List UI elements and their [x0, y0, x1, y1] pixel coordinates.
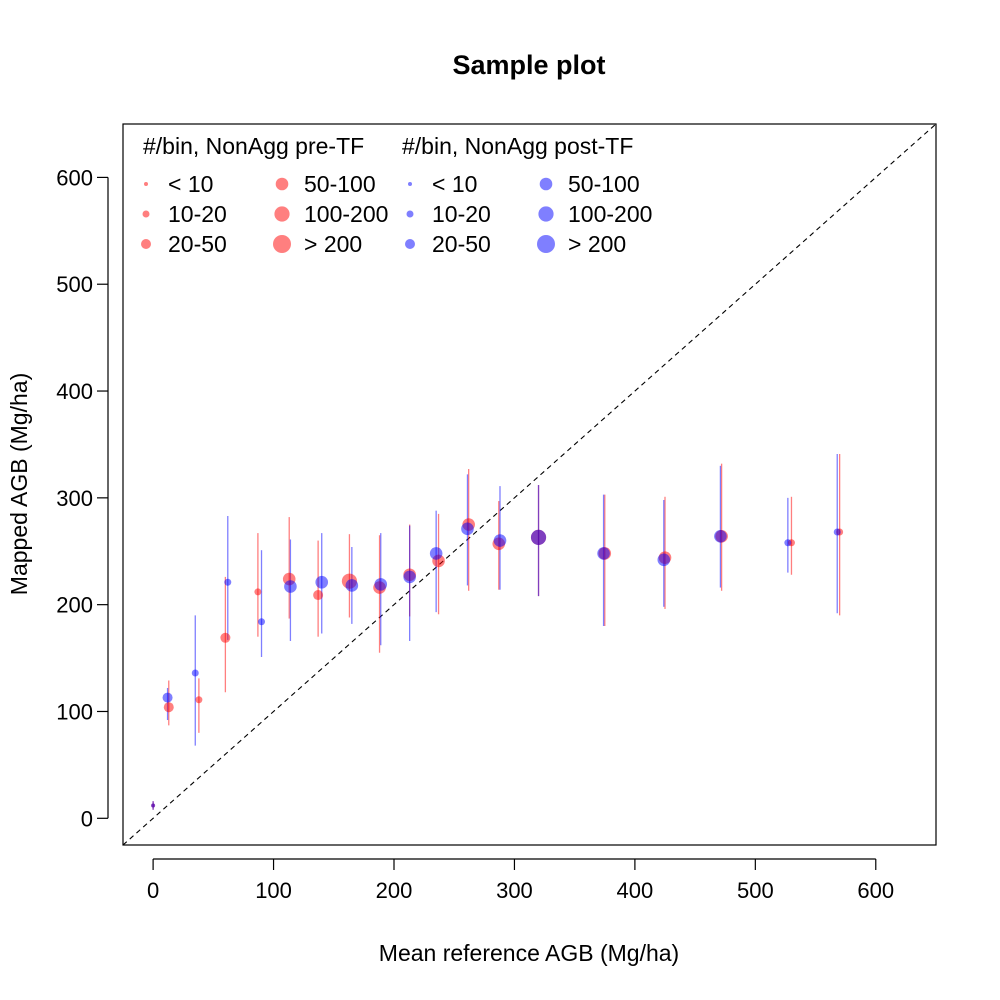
- y-tick-label: 0: [81, 806, 93, 831]
- legend-symbol-pre: [141, 239, 151, 249]
- x-tick-label: 300: [496, 878, 533, 903]
- point-post: [657, 553, 671, 567]
- legend-label-post: 10-20: [432, 201, 491, 227]
- legend-label-post: 100-200: [568, 201, 652, 227]
- legend: #/bin, NonAgg pre-TF < 10 10-20 20-50 50-100…: [141, 133, 652, 257]
- legend-symbol-pre: [144, 182, 148, 186]
- y-tick-label: 100: [56, 699, 93, 724]
- legend-symbol-pre: [274, 206, 290, 222]
- y-tick-label: 300: [56, 486, 93, 511]
- legend-label-post: > 200: [568, 231, 626, 257]
- legend-title-post: #/bin, NonAgg post-TF: [402, 133, 633, 159]
- point-post: [224, 578, 232, 586]
- y-tick-label: 400: [56, 379, 93, 404]
- point-pre: [220, 632, 231, 643]
- point-pre: [163, 702, 174, 713]
- point-post: [315, 575, 329, 589]
- y-tick-label: 600: [56, 165, 93, 190]
- one-to-one-line: [122, 123, 937, 846]
- legend-label-pre: < 10: [168, 171, 213, 197]
- legend-label-pre: 100-200: [304, 201, 388, 227]
- legend-label-post: 50-100: [568, 171, 640, 197]
- x-tick-label: 400: [617, 878, 654, 903]
- legend-label-pre: > 200: [304, 231, 362, 257]
- legend-label-post: < 10: [432, 171, 477, 197]
- legend-symbol-post: [405, 239, 415, 249]
- legend-symbol-pre: [275, 177, 289, 191]
- y-tick-label: 200: [56, 593, 93, 618]
- point-post: [374, 578, 388, 591]
- x-tick-label: 500: [737, 878, 774, 903]
- legend-symbol-pre: [273, 235, 291, 253]
- point-post: [258, 618, 266, 626]
- x-tick-label: 100: [255, 878, 292, 903]
- x-tick-label: 0: [147, 878, 159, 903]
- legend-label-pre: 50-100: [304, 171, 376, 197]
- point-pre: [313, 590, 324, 601]
- point-post: [429, 547, 443, 560]
- chart-title: Sample plot: [452, 50, 605, 80]
- legend-title-pre: #/bin, NonAgg pre-TF: [143, 133, 364, 159]
- y-tick-label: 500: [56, 272, 93, 297]
- legend-label-post: 20-50: [432, 231, 491, 257]
- point-post: [284, 580, 297, 593]
- legend-label-pre: 20-50: [168, 231, 227, 257]
- point-post: [784, 539, 792, 547]
- point-post: [493, 534, 507, 547]
- x-axis: 0 100 200 300 400 500 600: [147, 858, 894, 903]
- x-tick-label: 200: [376, 878, 413, 903]
- point-post: [530, 529, 547, 545]
- legend-symbol-post: [537, 235, 555, 253]
- point-post: [403, 570, 416, 584]
- x-axis-label: Mean reference AGB (Mg/ha): [379, 940, 679, 966]
- legend-label-pre: 10-20: [168, 201, 227, 227]
- point-post: [191, 669, 199, 677]
- point-post: [461, 522, 474, 536]
- point-post: [162, 692, 173, 703]
- point-post: [833, 528, 841, 536]
- legend-symbol-post: [406, 210, 414, 218]
- data-points: [151, 518, 844, 808]
- legend-symbol-post: [408, 182, 412, 186]
- point-pre: [254, 588, 262, 596]
- legend-symbol-post: [538, 206, 554, 222]
- x-tick-label: 600: [857, 878, 894, 903]
- point-pre: [195, 696, 203, 704]
- legend-symbol-pre: [142, 210, 150, 218]
- point-post: [597, 547, 610, 560]
- point-post: [714, 530, 727, 543]
- plot-frame: [122, 123, 937, 846]
- plot-area: [122, 123, 937, 846]
- y-axis-label: Mapped AGB (Mg/ha): [6, 373, 32, 595]
- point-post: [345, 579, 359, 592]
- legend-symbol-post: [539, 177, 553, 191]
- y-axis: 0 100 200 300 400 500 600: [56, 165, 109, 831]
- point-post: [151, 803, 156, 808]
